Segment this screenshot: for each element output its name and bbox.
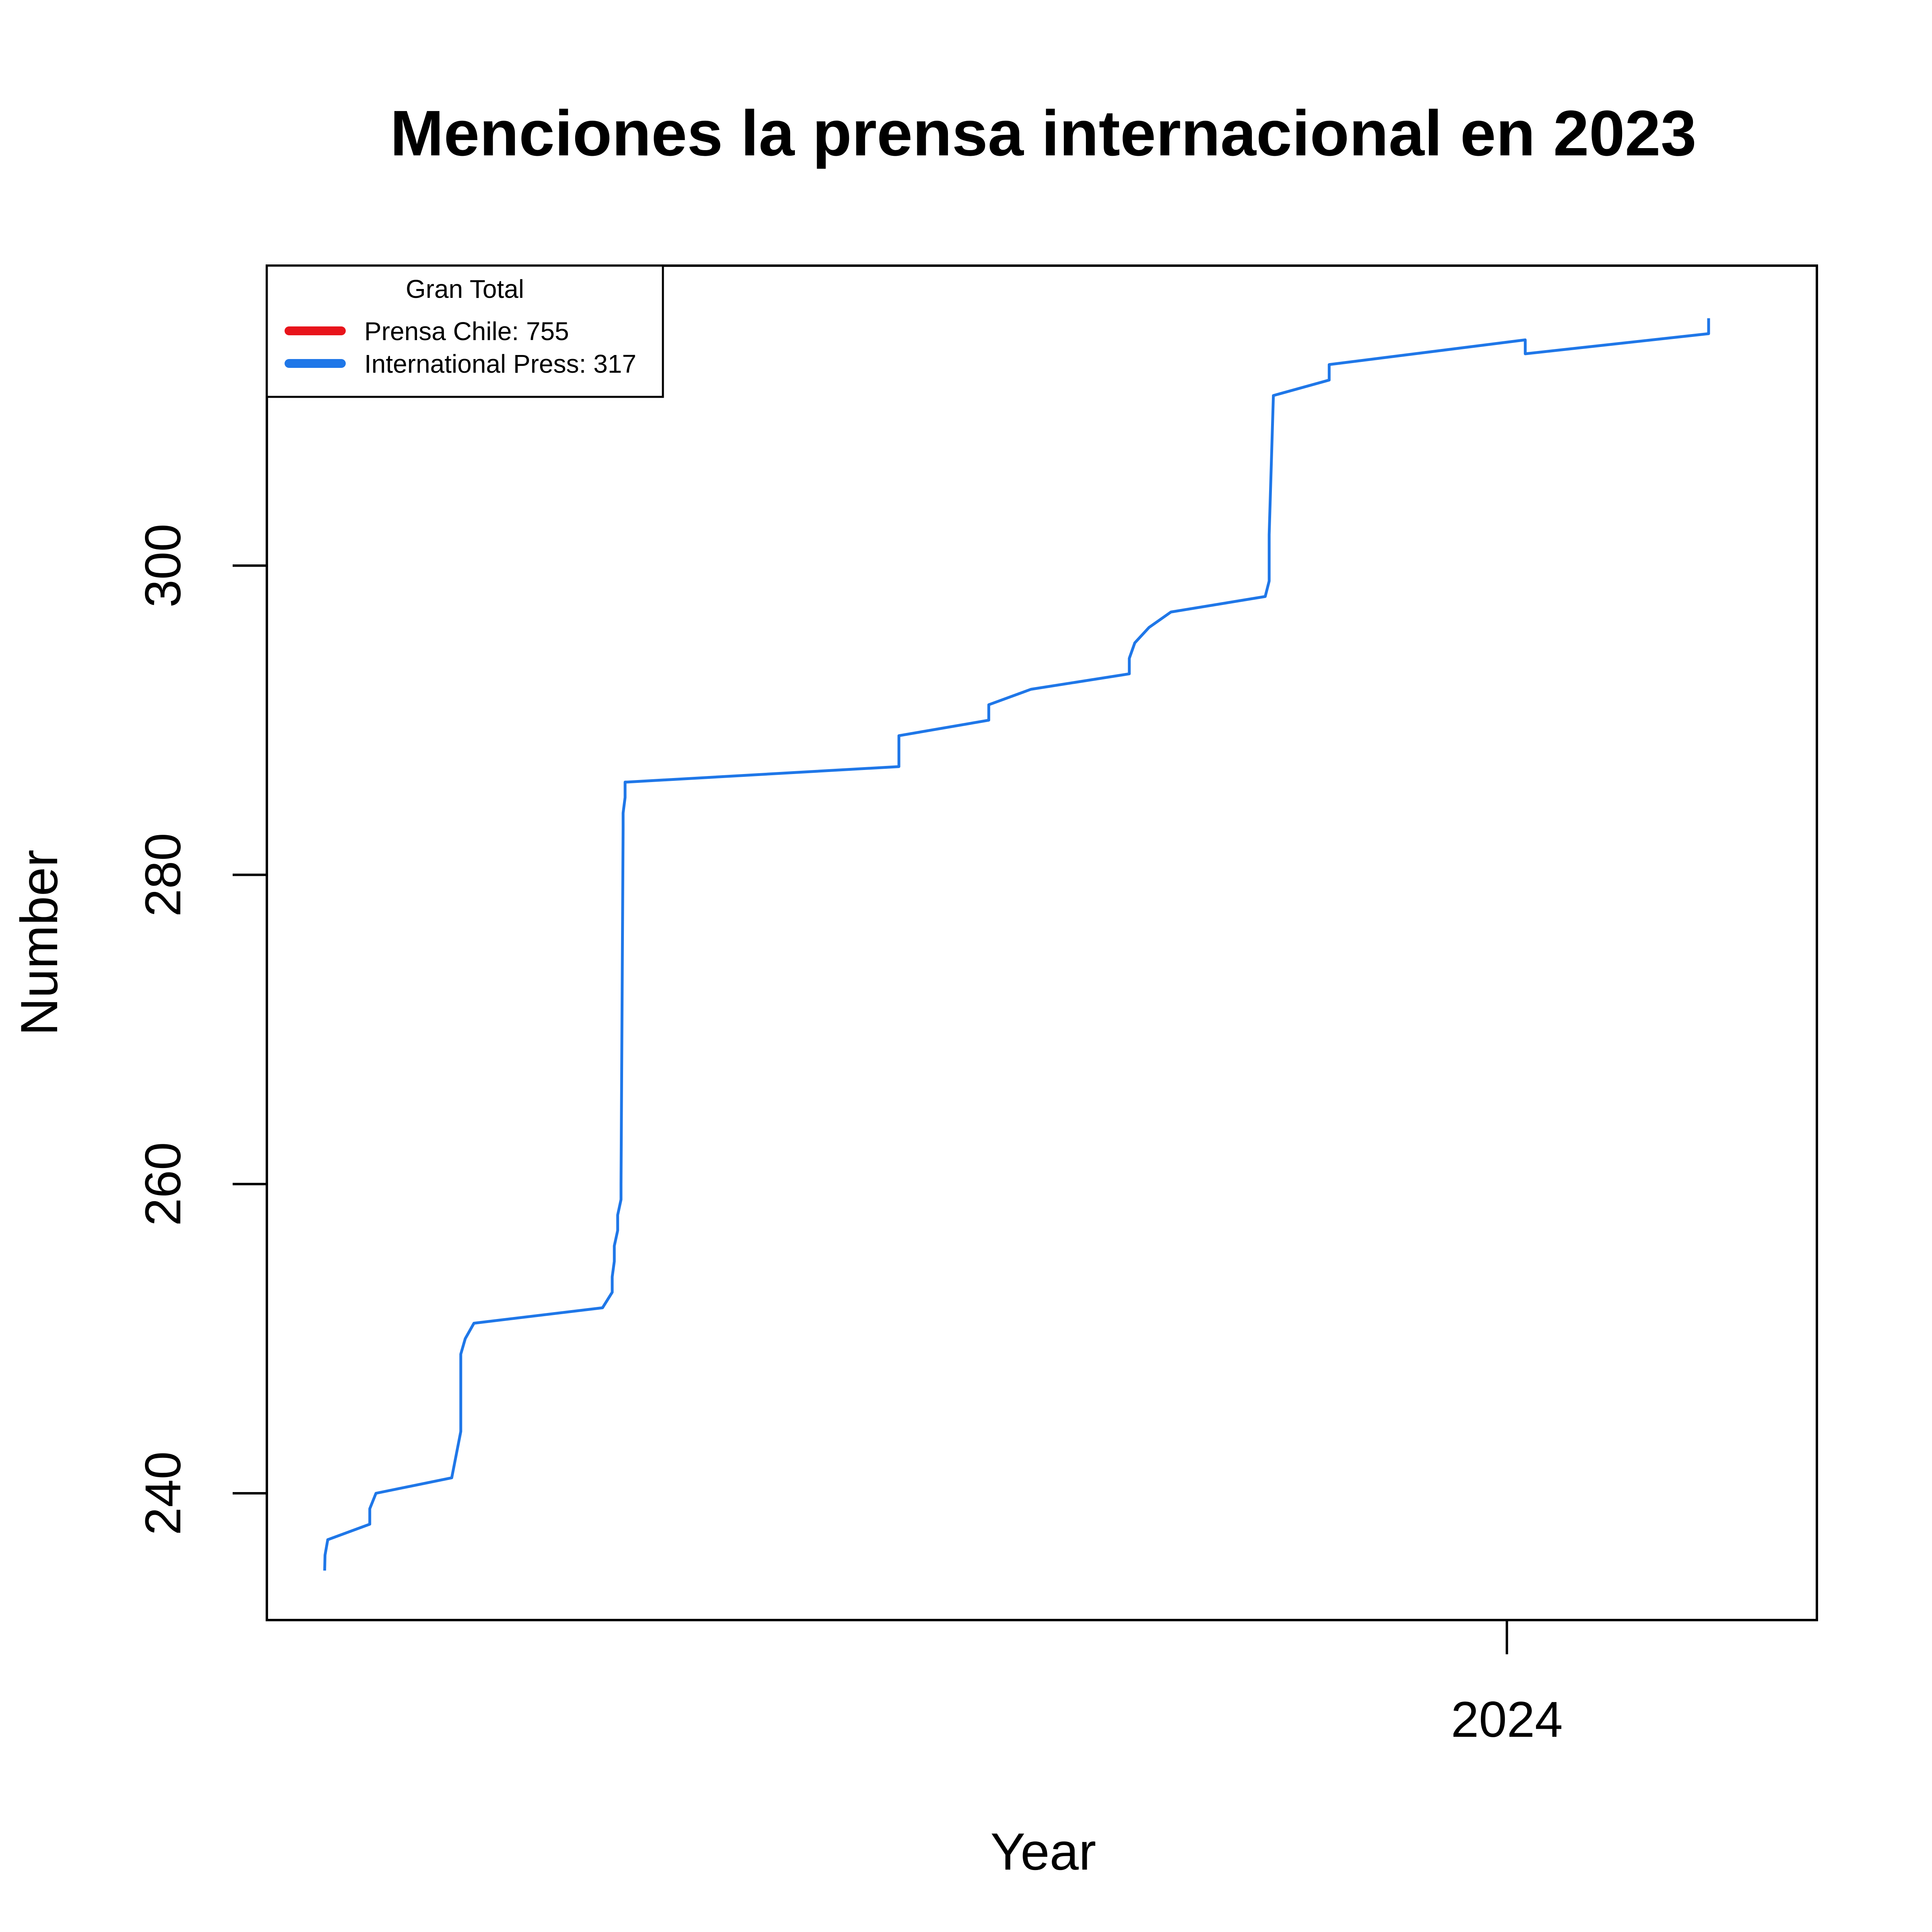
x-tick-label-2024: 2024 xyxy=(1451,1692,1563,1748)
y-tick-label-240: 240 xyxy=(135,1451,191,1536)
plot-frame xyxy=(266,264,1818,1621)
y-tick-label-300: 300 xyxy=(135,524,191,608)
y-tick-label-260: 260 xyxy=(135,1142,191,1226)
x-axis-label: Year xyxy=(991,1822,1096,1881)
legend-entry-international-press: International Press: 317 xyxy=(364,349,636,378)
y-tick-label-280: 280 xyxy=(135,833,191,917)
y-axis: 240 260 280 300 xyxy=(135,524,267,1535)
legend: Gran Total Prensa Chile: 755 Internation… xyxy=(266,264,664,398)
legend-entry-prensa-chile: Prensa Chile: 755 xyxy=(364,317,569,346)
series-line-0 xyxy=(323,318,1710,1571)
series-layer xyxy=(323,318,1710,1571)
y-axis-label: Number xyxy=(10,850,68,1036)
chart-title: Menciones la prensa internacional en 202… xyxy=(390,97,1697,169)
legend-title: Gran Total xyxy=(406,275,524,303)
x-axis: 2024 xyxy=(1451,1620,1563,1748)
